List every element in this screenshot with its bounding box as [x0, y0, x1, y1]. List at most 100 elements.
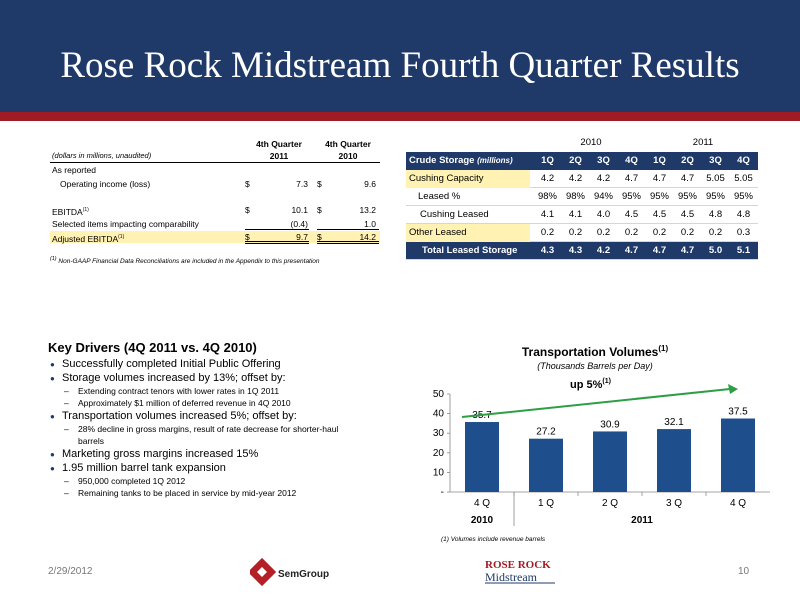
chart-bar [529, 438, 563, 492]
key-driver-item: Successfully completed Initial Public Of… [48, 358, 348, 371]
fin-row: EBITDA(1) $10.1 $13.2 [50, 204, 380, 217]
storage-cell: 0.2 [624, 227, 639, 238]
storage-header-row: Crude Storage (millions) 1Q 2Q 3Q 4Q 1Q 2Q 3Q 4… [406, 152, 758, 170]
storage-cell: 5.05 [734, 173, 753, 184]
storage-cell: 4.7 [624, 173, 639, 184]
storage-quarter-header: 2Q [681, 155, 694, 166]
y-tick-label: 30 [433, 428, 445, 439]
storage-cell: 4.5 [652, 209, 667, 220]
y-tick-label: - [441, 487, 444, 498]
fin-row-value: 9.7 [296, 232, 308, 242]
storage-quarter-header: 3Q [709, 155, 722, 166]
storage-quarter-header: 2Q [569, 155, 582, 166]
key-driver-subitem: Extending contract tenors with lower rat… [48, 385, 348, 397]
data-label: 30.9 [600, 419, 620, 430]
storage-cell: 4.0 [596, 209, 611, 220]
data-label: 32.1 [664, 417, 684, 428]
storage-row-label: Leased % [418, 191, 461, 202]
storage-cell: 98% [565, 191, 585, 202]
fin-col1-year: 2011 [269, 151, 289, 161]
fin-units: (dollars in millions, unaudited) [52, 151, 152, 160]
storage-quarter-header: 4Q [625, 155, 638, 166]
chart-bar [721, 418, 755, 492]
footer-page-number: 10 [738, 566, 750, 577]
storage-cell: 0.3 [736, 227, 751, 238]
key-drivers: Key Drivers (4Q 2011 vs. 4Q 2010) Succes… [48, 340, 348, 499]
storage-header-label: Crude Storage (millions) [409, 155, 513, 166]
fin-row-dollar: $ [245, 205, 250, 215]
y-tick-label: 40 [433, 409, 445, 420]
key-driver-subitem: Approximately $1 million of deferred rev… [48, 397, 348, 409]
storage-cell: 4.8 [736, 209, 751, 220]
key-drivers-title: Key Drivers (4Q 2011 vs. 4Q 2010) [48, 340, 257, 355]
fin-row: As reported [50, 164, 380, 176]
y-tick-label: 10 [433, 467, 445, 478]
data-label: 27.2 [536, 427, 556, 438]
storage-quarter-header: 3Q [597, 155, 610, 166]
storage-quarter-header: 4Q [737, 155, 750, 166]
storage-row-label: Cushing Leased [420, 209, 489, 220]
storage-cell: 4.2 [596, 173, 611, 184]
fin-row-value: 9.6 [364, 179, 376, 189]
storage-cell: 0.2 [680, 227, 695, 238]
storage-year-2010: 2010 [580, 137, 602, 148]
storage-cell: 0.2 [652, 227, 667, 238]
storage-cell: 95% [621, 191, 641, 202]
svg-text:ROSE ROCK: ROSE ROCK [485, 559, 551, 571]
storage-row-label: Total Leased Storage [422, 245, 518, 256]
storage-cell: 4.3 [568, 245, 583, 256]
fin-row-label: Selected items impacting comparability [52, 219, 199, 229]
chart-footnote: (1) Volumes include revenue barrels [441, 536, 546, 543]
category-label: 4 Q [474, 498, 490, 509]
data-label: 37.5 [728, 407, 748, 418]
key-drivers-list: Successfully completed Initial Public Of… [48, 358, 348, 499]
chart-title: Transportation Volumes(1) [521, 344, 669, 359]
chart-subtitle: (Thousands Barrels per Day) [537, 361, 653, 371]
storage-cell: 4.3 [540, 245, 555, 256]
storage-quarter-header: 1Q [653, 155, 666, 166]
storage-row-label: Other Leased [406, 224, 530, 242]
fin-row-dollar: $ [317, 232, 322, 242]
storage-cell: 4.7 [652, 173, 667, 184]
storage-cell: 95% [705, 191, 725, 202]
key-driver-item: Storage volumes increased by 13%; offset… [48, 372, 348, 385]
storage-cell: 95% [649, 191, 669, 202]
category-label: 2 Q [602, 498, 618, 509]
storage-cell: 0.2 [568, 227, 583, 238]
key-driver-item: Transportation volumes increased 5%; off… [48, 410, 348, 423]
fin-col2-head: 4th Quarter [325, 139, 371, 149]
fin-footnote: (1) Non-GAAP Financial Data Reconciliati… [50, 256, 320, 266]
key-driver-subitem: 28% decline in gross margins, result of … [48, 423, 348, 447]
fin-col2-year: 2010 [338, 151, 358, 161]
storage-year-2011: 2011 [692, 137, 714, 148]
storage-row: Leased % 98% 98% 94% 95% 95% 95% 95% 95% [406, 188, 758, 206]
svg-text:SemGroup: SemGroup [278, 569, 329, 580]
fin-row-value: 10.1 [291, 205, 308, 215]
header-top-bar [0, 0, 800, 8]
semgroup-logo: SemGroup [250, 557, 329, 587]
rose-rock-logo: ROSE ROCK Midstream [485, 559, 555, 584]
fin-row: Selected items impacting comparability (0… [50, 218, 380, 230]
storage-cell: 5.0 [708, 245, 723, 256]
fin-row: Adjusted EBITDA(1) $9.7 $14.2 [50, 231, 380, 244]
fin-row-value: (0.4) [290, 219, 308, 229]
storage-cell: 95% [733, 191, 753, 202]
storage-cell: 0.2 [708, 227, 723, 238]
category-label: 3 Q [666, 498, 682, 509]
fin-row-label: Operating income (loss) [60, 179, 151, 189]
fin-col1-head: 4th Quarter [256, 139, 302, 149]
storage-cell: 4.2 [596, 245, 611, 256]
key-driver-item: Marketing gross margins increased 15% [48, 448, 348, 461]
y-tick-label: 20 [433, 448, 445, 459]
header-band [0, 8, 800, 121]
storage-cell: 98% [537, 191, 557, 202]
fin-row-label: EBITDA(1) [52, 206, 89, 217]
fin-row-dollar: $ [317, 205, 322, 215]
storage-cell: 4.2 [568, 173, 583, 184]
chart-bar [465, 422, 499, 492]
svg-text:Midstream: Midstream [485, 570, 538, 584]
storage-cell: 5.1 [736, 245, 751, 256]
key-driver-subitem: 950,000 completed 1Q 2012 [48, 475, 348, 487]
storage-cell: 5.05 [706, 173, 725, 184]
storage-cell: 4.5 [624, 209, 639, 220]
